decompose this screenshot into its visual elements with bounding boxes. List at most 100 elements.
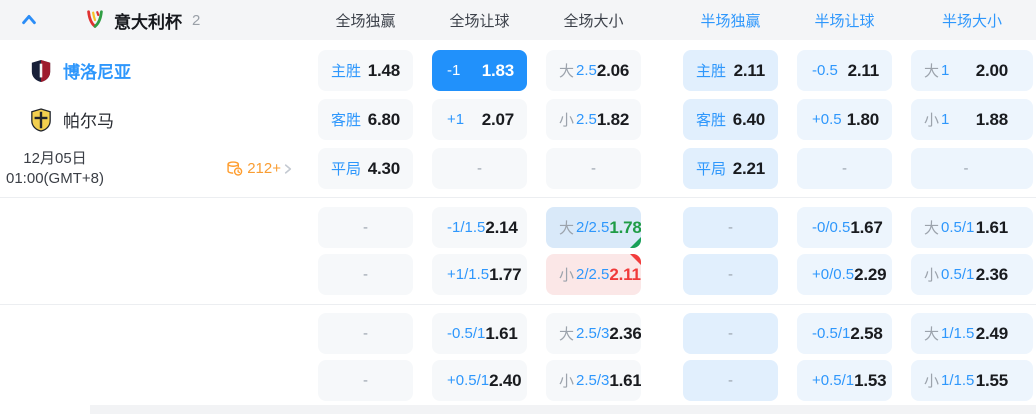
match-datetime: 12月05日 01:00(GMT+8) — [6, 149, 104, 189]
odds-line: 2/2.5 — [576, 219, 610, 236]
next-section-strip — [0, 405, 1036, 414]
odds-cell-alt-1-col1[interactable]: - — [318, 207, 413, 248]
league-match-count: 2 — [192, 11, 201, 29]
odds-line: +0.5/1 — [812, 372, 855, 389]
odds-cell-draw-main-col6[interactable]: - — [911, 148, 1033, 189]
odds-cell-home-main-col3[interactable]: 大 2.5 2.06 — [546, 50, 641, 91]
odds-value: 1.61 — [485, 323, 518, 343]
home-team-cell[interactable]: 博洛尼亚 — [0, 50, 299, 91]
odds-label: 平局 — [331, 161, 362, 178]
collapse-button[interactable] — [18, 9, 40, 31]
odds-label: 主胜 — [331, 63, 362, 80]
odds-cell-alt-4-col2[interactable]: +0.5/1 2.40 — [432, 360, 527, 401]
odds-value: 6.80 — [367, 109, 400, 129]
odds-value: 2.21 — [732, 158, 765, 178]
odds-prefix: 小 — [559, 373, 575, 390]
odds-line: +1 — [447, 111, 465, 128]
odds-dash: - — [363, 372, 368, 389]
odds-cell-draw-main-col3[interactable]: - — [546, 148, 641, 189]
odds-cell-alt-2-col4[interactable]: - — [683, 254, 778, 295]
odds-line: 2.5/3 — [576, 325, 610, 342]
column-header-ft-handicap: 全场让球 — [449, 12, 510, 30]
odds-value: 2.49 — [975, 323, 1008, 343]
odds-cell-away-main-col1[interactable]: 客胜 6.80 — [318, 99, 413, 140]
odds-cell-away-main-col6[interactable]: 小 1 1.88 — [911, 99, 1033, 140]
empty-left-cell — [0, 360, 299, 401]
odds-line: 1 — [941, 62, 950, 79]
odds-dash: - — [363, 325, 368, 342]
odds-dash: - — [591, 160, 596, 177]
odds-cell-home-main-col6[interactable]: 大 1 2.00 — [911, 50, 1033, 91]
odds-cell-alt-1-col6[interactable]: 大 0.5/1 1.61 — [911, 207, 1033, 248]
odds-cell-draw-main-col5[interactable]: - — [797, 148, 892, 189]
empty-left-cell — [0, 254, 299, 295]
away-team-row: 帕尔马 客胜 6.80 +1 2.07 小 2.5 1.82 客胜 6.40 +0.5 1.80 小 1… — [0, 99, 1036, 140]
odds-cell-alt-3-col1[interactable]: - — [318, 313, 413, 354]
odds-cell-alt-1-col4[interactable]: - — [683, 207, 778, 248]
odds-cell-alt-2-col3[interactable]: 小 2/2.5 2.11 — [546, 254, 641, 295]
odds-cell-home-main-col4[interactable]: 主胜 2.11 — [683, 50, 778, 91]
odds-cell-alt-4-col3[interactable]: 小 2.5/3 1.61 — [546, 360, 641, 401]
odds-value: 2.36 — [609, 323, 641, 343]
odds-value: 2.11 — [609, 264, 641, 284]
chevron-right-icon — [284, 163, 292, 174]
odds-cell-home-main-col1[interactable]: 主胜 1.48 — [318, 50, 413, 91]
coppa-italia-trophy-icon — [84, 9, 106, 31]
odds-cell-draw-main-col2[interactable]: - — [432, 148, 527, 189]
away-team-cell[interactable]: 帕尔马 — [0, 99, 299, 140]
odds-value: 4.30 — [367, 158, 400, 178]
column-header-ht-1x2: 半场独赢 — [700, 12, 761, 30]
odds-cell-alt-4-col4[interactable]: - — [683, 360, 778, 401]
odds-line: +0.5 — [812, 111, 842, 128]
odds-cell-away-main-col2[interactable]: +1 2.07 — [432, 99, 527, 140]
odds-cell-draw-main-col1[interactable]: 平局 4.30 — [318, 148, 413, 189]
odds-label: 客胜 — [696, 112, 727, 129]
odds-prefix: 小 — [559, 112, 575, 129]
more-markets-link[interactable]: 212+ — [226, 160, 295, 177]
odds-cell-alt-1-col2[interactable]: -1/1.5 2.14 — [432, 207, 527, 248]
odds-value: 1.82 — [596, 109, 630, 129]
odds-cell-alt-3-col5[interactable]: -0.5/1 2.58 — [797, 313, 892, 354]
odds-line: -0/0.5 — [812, 219, 851, 236]
odds-cell-away-main-col3[interactable]: 小 2.5 1.82 — [546, 99, 641, 140]
odds-cell-alt-1-col5[interactable]: -0/0.5 1.67 — [797, 207, 892, 248]
odds-value: 1.48 — [367, 60, 400, 80]
column-header-ft-ou: 全场大小 — [563, 12, 624, 30]
odds-cell-alt-3-col6[interactable]: 大 1/1.5 2.49 — [911, 313, 1033, 354]
odds-cell-alt-1-col3[interactable]: 大 2/2.5 1.78 — [546, 207, 641, 248]
odds-dash: - — [963, 160, 969, 177]
odds-value: 1.53 — [854, 370, 887, 390]
odds-cell-home-main-col2[interactable]: -1 1.83 — [432, 50, 527, 91]
odds-cell-alt-3-col4[interactable]: - — [683, 313, 778, 354]
odds-dash: - — [842, 160, 847, 177]
alt-odds-row: - -0.5/1 1.61 大 2.5/3 2.36 - -0.5/1 2.58 大 1/1.5 2.… — [0, 313, 1036, 354]
odds-cell-alt-2-col5[interactable]: +0/0.5 2.29 — [797, 254, 892, 295]
odds-dash: - — [728, 372, 733, 389]
odds-cell-alt-2-col6[interactable]: 小 0.5/1 2.36 — [911, 254, 1033, 295]
odds-line: +1/1.5 — [447, 266, 490, 283]
odds-cell-alt-4-col5[interactable]: +0.5/1 1.53 — [797, 360, 892, 401]
odds-line: 2.5 — [576, 62, 597, 79]
odds-cell-alt-4-col6[interactable]: 小 1/1.5 1.55 — [911, 360, 1033, 401]
odds-cell-home-main-col5[interactable]: -0.5 2.11 — [797, 50, 892, 91]
odds-prefix: 大 — [924, 63, 940, 80]
odds-label: 客胜 — [331, 112, 362, 129]
odds-prefix: 大 — [924, 220, 940, 237]
odds-value: 1.61 — [609, 370, 641, 390]
column-header-ht-ou: 半场大小 — [941, 12, 1002, 30]
odds-cell-alt-2-col2[interactable]: +1/1.5 1.77 — [432, 254, 527, 295]
odds-cell-alt-4-col1[interactable]: - — [318, 360, 413, 401]
odds-cell-alt-3-col3[interactable]: 大 2.5/3 2.36 — [546, 313, 641, 354]
odds-dash: - — [728, 325, 733, 342]
odds-cell-away-main-col4[interactable]: 客胜 6.40 — [683, 99, 778, 140]
odds-cell-draw-main-col4[interactable]: 平局 2.21 — [683, 148, 778, 189]
odds-cell-alt-2-col1[interactable]: - — [318, 254, 413, 295]
odds-cell-alt-3-col2[interactable]: -0.5/1 1.61 — [432, 313, 527, 354]
bologna-crest-icon — [31, 59, 51, 82]
empty-left-cell — [0, 207, 299, 248]
main-odds-section: 博洛尼亚 主胜 1.48 -1 1.83 大 2.5 2.06 主胜 2.11 -0.5 2.11 大… — [0, 40, 1036, 197]
odds-cell-away-main-col5[interactable]: +0.5 1.80 — [797, 99, 892, 140]
parma-crest-icon — [31, 107, 51, 132]
section-divider — [0, 197, 1036, 198]
odds-value: 2.36 — [975, 264, 1008, 284]
